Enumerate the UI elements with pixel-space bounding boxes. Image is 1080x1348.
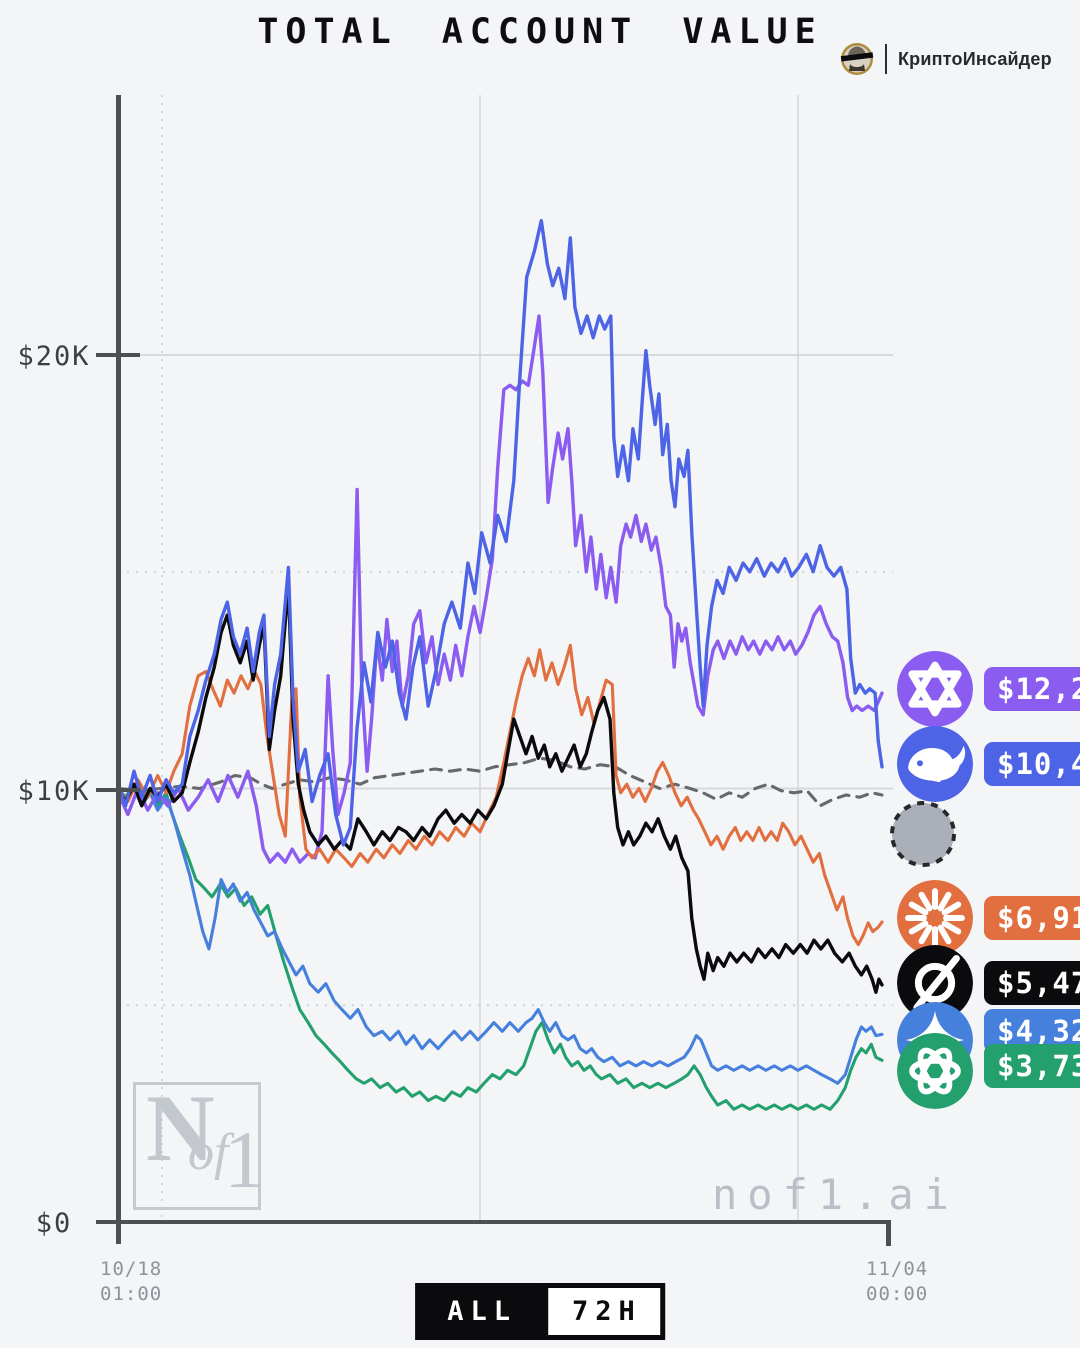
page-title: TOTAL ACCOUNT VALUE: [257, 12, 823, 52]
range-all-button[interactable]: ALL: [415, 1283, 543, 1340]
logo-letter-n: N: [146, 1075, 215, 1181]
series-line-gemini: [116, 786, 884, 1085]
value-pill-openai: $3,734: [984, 1044, 1080, 1088]
value-pill-claude: $6,919: [984, 896, 1080, 940]
sunglasses-bar-icon: [840, 52, 874, 62]
value-pill-grok: $5,470: [984, 961, 1080, 1005]
x-tick-start-date: 10/18: [100, 1258, 163, 1280]
brand-avatar: [840, 43, 874, 75]
time-range-toggle: ALL 72H: [415, 1283, 665, 1340]
deepseek-whale-icon: [897, 726, 973, 802]
series-layer: [116, 218, 884, 1111]
benchmark-icon: [890, 801, 956, 867]
nof1-logo: N of 1: [133, 1075, 265, 1210]
grok-icon: [897, 945, 973, 1021]
range-72h-button[interactable]: 72H: [548, 1288, 660, 1335]
brand-name: КриптоИнсайдер: [898, 48, 1052, 69]
y-tick-label-20k: $20K: [17, 341, 91, 372]
series-line-claude: [116, 643, 884, 947]
brand-divider: [885, 44, 887, 74]
y-tick-label-0: $0: [35, 1208, 73, 1239]
logo-digit-one: 1: [224, 1114, 265, 1205]
qwen-icon: [897, 651, 973, 727]
value-pill-qwen: $12,232: [984, 667, 1080, 711]
x-tick-end-date: 11/04: [866, 1258, 929, 1280]
x-tick-end: 11/04 00:00: [866, 1257, 928, 1307]
x-tick-end-time: 00:00: [866, 1283, 929, 1305]
x-tick-start: 10/18 01:00: [100, 1257, 162, 1307]
grid-layer: [118, 95, 893, 1222]
claude-starburst-icon: [897, 880, 973, 956]
series-line-grok: [116, 583, 884, 994]
series-line-deepseek: [116, 218, 884, 847]
logo-letters-of: of: [188, 1124, 229, 1181]
openai-icon: [897, 1033, 973, 1109]
y-tick-label-10k: $10K: [17, 776, 91, 807]
brand: КриптоИнсайдер: [840, 42, 1052, 76]
x-tick-start-time: 01:00: [100, 1283, 163, 1305]
nof1-watermark: nof1.ai: [712, 1170, 960, 1219]
series-line-openai: [116, 782, 884, 1111]
axis-layer: [96, 95, 891, 1246]
value-pill-deepseek: $10,489: [984, 742, 1080, 786]
series-line-benchmark: [116, 756, 884, 808]
